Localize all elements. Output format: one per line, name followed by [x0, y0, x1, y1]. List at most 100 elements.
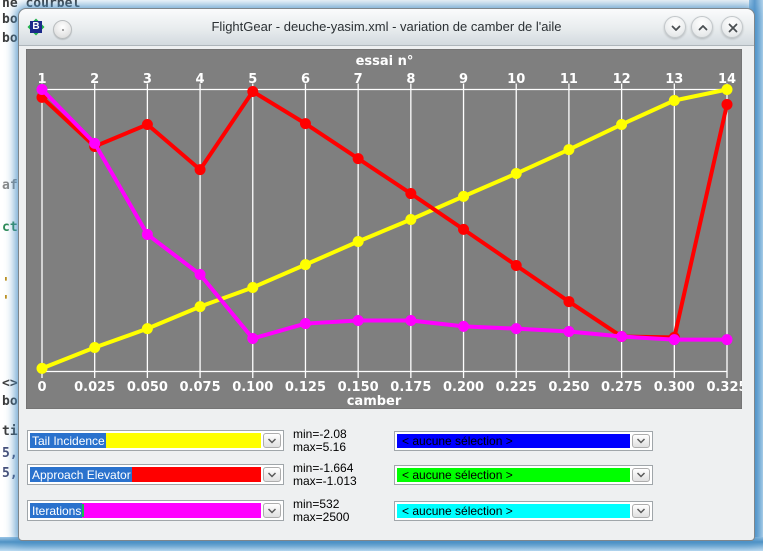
min-value: min=-2.08 [293, 427, 347, 441]
data-point [405, 314, 417, 326]
background-editor-top: ne courbel [0, 0, 320, 9]
chevron-up-icon [698, 25, 708, 31]
top-tick-label: 10 [507, 72, 525, 87]
data-point [194, 164, 206, 176]
curve-select-yellow-value[interactable]: Tail Incidence [30, 433, 261, 448]
top-tick-label: 14 [718, 72, 736, 87]
data-point [510, 323, 522, 335]
x-axis-label: camber [347, 394, 402, 409]
bottom-tick-label: 0.300 [654, 380, 695, 395]
curve-select-magenta-dropdown-button[interactable] [263, 503, 281, 518]
data-point [458, 320, 470, 332]
data-point [721, 84, 733, 95]
background-editor-text: ti [2, 424, 18, 439]
data-point [510, 168, 522, 180]
bottom-tick-label: 0.325 [706, 380, 742, 395]
no-selection-text: < aucune sélection > [402, 468, 513, 482]
data-point [299, 318, 311, 330]
max-value: max=2500 [293, 510, 350, 524]
data-point [458, 223, 470, 235]
bottom-tick-label: 0.200 [443, 380, 484, 395]
close-icon [728, 23, 738, 33]
flightgear-plot-window: B FlightGear - deuche-yasim.xml - variat… [18, 8, 755, 541]
data-point [405, 188, 417, 200]
background-editor-text: ' [2, 294, 10, 309]
background-editor-text: af [2, 178, 18, 193]
data-point [36, 362, 48, 374]
curve-select-cyan[interactable]: < aucune sélection > [394, 501, 653, 521]
chevron-down-icon [636, 438, 646, 444]
curve-select-blue-dropdown-button[interactable] [632, 434, 650, 448]
bottom-tick-label: 0.275 [601, 380, 642, 395]
curve-select-green[interactable]: < aucune sélection > [394, 465, 653, 485]
top-axis-title: essai n° [356, 54, 414, 69]
curve-select-magenta[interactable]: Iterations [27, 500, 284, 521]
window-menu-button[interactable] [53, 20, 72, 39]
top-tick-label: 4 [196, 72, 205, 87]
stats-red: min=-1.664 max=-1.013 [293, 462, 357, 488]
background-editor-text: 5, [2, 466, 18, 481]
data-point [194, 301, 206, 313]
bottom-tick-label: 0.100 [232, 380, 273, 395]
top-tick-label: 3 [143, 72, 152, 87]
background-editor-text: 5, [2, 446, 18, 461]
data-point [141, 228, 153, 240]
bottom-tick-label: 0.150 [338, 380, 379, 395]
curve-select-green-dropdown-button[interactable] [632, 468, 650, 482]
top-tick-label: 2 [90, 72, 99, 87]
menu-dot-icon [62, 29, 64, 31]
data-point [563, 296, 575, 308]
text-caret [82, 504, 85, 517]
curve-select-red-dropdown-button[interactable] [263, 467, 281, 482]
top-tick-label: 8 [406, 72, 415, 87]
bottom-tick-label: 0 [37, 380, 46, 395]
data-point [247, 281, 259, 293]
selected-text: Iterations [30, 503, 83, 518]
curve-select-yellow-dropdown-button[interactable] [263, 433, 281, 448]
chevron-down-icon [671, 25, 681, 31]
top-tick-label: 11 [560, 72, 578, 87]
curve-select-red[interactable]: Approach Elevator [27, 464, 284, 485]
bottom-tick-label: 0.050 [127, 380, 168, 395]
background-editor-text: bo [2, 394, 18, 409]
series-line-iterations [40, 87, 729, 342]
titlebar[interactable]: B FlightGear - deuche-yasim.xml - variat… [19, 9, 754, 46]
data-point [89, 342, 101, 354]
data-point [141, 118, 153, 130]
data-point [563, 144, 575, 156]
bottom-tick-label: 0.075 [180, 380, 221, 395]
maximize-button[interactable] [691, 16, 713, 38]
data-point [405, 214, 417, 226]
minimize-button[interactable] [664, 16, 686, 38]
curve-select-red-value[interactable]: Approach Elevator [30, 467, 261, 482]
data-point [616, 331, 628, 343]
chevron-down-icon [636, 472, 646, 478]
data-point [668, 94, 680, 106]
app-icon[interactable]: B [27, 18, 45, 36]
min-value: min=532 [293, 497, 340, 511]
data-point [299, 118, 311, 130]
stats-magenta: min=532 max=2500 [293, 498, 349, 524]
curve-select-blue-value[interactable]: < aucune sélection > [397, 434, 630, 448]
data-point [299, 259, 311, 271]
close-button[interactable] [721, 16, 743, 38]
top-tick-label: 13 [665, 72, 683, 87]
data-point [36, 84, 48, 95]
curve-select-cyan-dropdown-button[interactable] [632, 504, 650, 518]
data-point [247, 333, 259, 345]
chevron-down-icon [267, 507, 277, 514]
curve-select-magenta-value[interactable]: Iterations [30, 503, 261, 518]
curve-select-blue[interactable]: < aucune sélection > [394, 431, 653, 451]
data-point [352, 153, 364, 165]
curve-select-yellow[interactable]: Tail Incidence [27, 430, 284, 451]
curve-select-green-value[interactable]: < aucune sélection > [397, 468, 630, 482]
curve-select-cyan-value[interactable]: < aucune sélection > [397, 504, 630, 518]
data-point [247, 85, 259, 97]
data-point [194, 268, 206, 280]
background-editor-strip: bo bo af ct ' ' <> bo ti 5, 5, [0, 0, 18, 540]
chevron-down-icon [636, 508, 646, 514]
background-editor-text: bo [2, 12, 18, 27]
selected-text: Approach Elevator [30, 467, 132, 482]
top-tick-label: 1 [37, 72, 46, 87]
data-point [616, 118, 628, 130]
